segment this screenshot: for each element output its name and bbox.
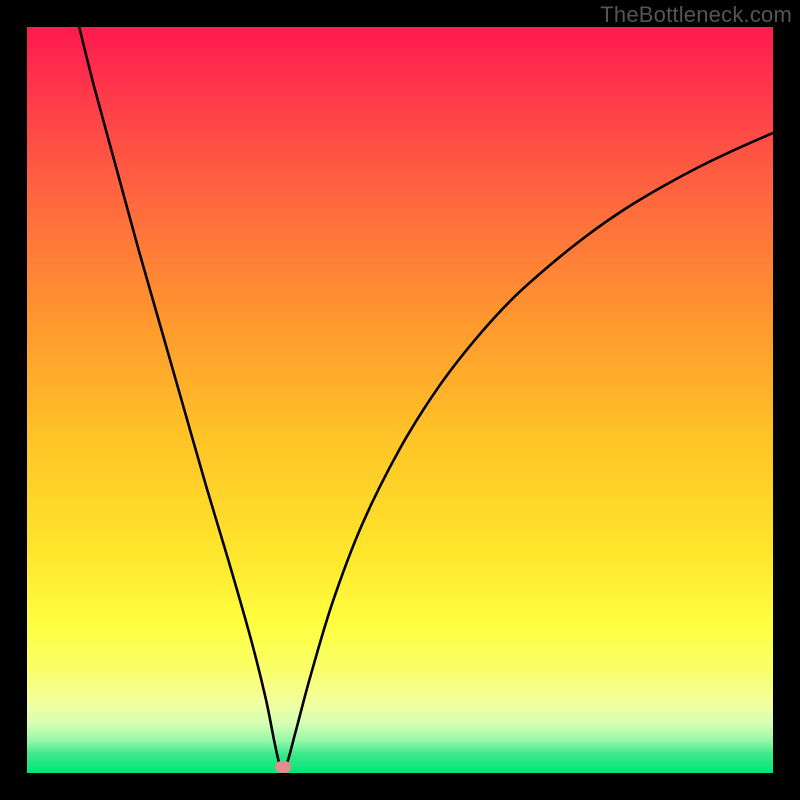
minimum-marker [275,761,291,773]
plot-area [27,27,773,773]
watermark-text: TheBottleneck.com [600,2,792,28]
curve-layer [27,27,773,773]
chart-frame: TheBottleneck.com [0,0,800,800]
bottleneck-curve [79,27,773,769]
